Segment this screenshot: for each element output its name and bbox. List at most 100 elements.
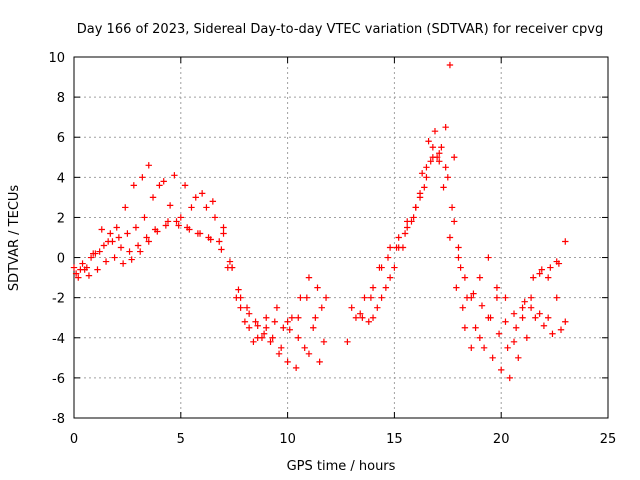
data-point xyxy=(77,266,84,273)
data-point xyxy=(448,204,456,211)
data-point xyxy=(502,318,509,325)
data-point xyxy=(141,214,148,221)
data-point xyxy=(130,182,138,189)
data-point xyxy=(427,158,434,165)
x-tick-label: 20 xyxy=(493,432,510,447)
data-point xyxy=(166,202,174,209)
data-point xyxy=(271,318,278,325)
data-point xyxy=(162,222,170,229)
y-tick-label: 0 xyxy=(57,252,65,267)
data-point xyxy=(378,264,385,271)
data-point xyxy=(111,254,118,261)
data-point xyxy=(476,334,484,341)
data-point xyxy=(115,234,123,241)
data-point xyxy=(498,366,505,374)
data-point xyxy=(438,144,445,151)
data-point xyxy=(224,264,231,271)
data-point xyxy=(154,228,161,235)
x-tick-label: 5 xyxy=(177,432,185,447)
data-point xyxy=(203,204,210,211)
data-point xyxy=(504,344,511,352)
data-point xyxy=(250,338,257,345)
series-track-1 xyxy=(70,162,330,341)
data-point xyxy=(139,174,146,181)
data-point xyxy=(233,294,240,301)
data-point xyxy=(192,194,199,201)
y-tick-label: -4 xyxy=(52,332,65,347)
data-point xyxy=(365,318,372,325)
data-point xyxy=(164,218,172,225)
data-point xyxy=(113,224,120,231)
data-point xyxy=(75,274,82,281)
data-point xyxy=(404,224,411,231)
data-point xyxy=(549,330,556,337)
data-point xyxy=(357,310,364,317)
data-point xyxy=(119,260,127,267)
data-point xyxy=(87,254,95,261)
data-point xyxy=(235,286,242,293)
data-point xyxy=(476,274,484,281)
data-point xyxy=(423,174,430,181)
data-point xyxy=(401,230,409,237)
data-point xyxy=(94,266,101,273)
data-point xyxy=(79,260,86,267)
data-point xyxy=(412,204,419,211)
data-point xyxy=(275,350,283,358)
data-point xyxy=(391,264,398,271)
data-point xyxy=(348,304,355,311)
data-point xyxy=(459,304,466,311)
data-point xyxy=(226,258,234,265)
data-point xyxy=(145,162,152,169)
x-tick-label: 0 xyxy=(70,432,78,447)
data-point xyxy=(263,314,270,321)
data-point xyxy=(519,304,526,311)
data-point xyxy=(297,294,304,301)
grid-layer xyxy=(74,57,608,418)
data-point xyxy=(267,338,274,345)
data-point xyxy=(85,272,93,279)
data-point xyxy=(181,182,189,189)
y-tick-label: -8 xyxy=(52,412,65,427)
data-point xyxy=(506,374,513,382)
data-point xyxy=(423,164,430,171)
data-point xyxy=(83,264,91,271)
data-point xyxy=(102,258,110,265)
data-point xyxy=(96,248,103,255)
data-point xyxy=(207,236,214,243)
data-point xyxy=(211,214,219,221)
data-point xyxy=(421,184,428,191)
data-point xyxy=(292,364,300,372)
data-point xyxy=(243,304,251,311)
data-point xyxy=(171,172,178,179)
data-point xyxy=(436,158,443,165)
data-point xyxy=(137,248,144,255)
data-point xyxy=(314,284,321,291)
data-point xyxy=(480,344,488,352)
data-point xyxy=(536,270,543,277)
data-point xyxy=(117,244,125,251)
data-point xyxy=(352,314,360,321)
data-point xyxy=(538,266,545,273)
data-point xyxy=(284,318,291,325)
data-point xyxy=(260,330,268,337)
data-point xyxy=(263,324,270,331)
plot-frame xyxy=(73,56,609,419)
data-point xyxy=(451,218,458,225)
data-point xyxy=(196,230,204,237)
data-point xyxy=(527,294,535,301)
data-point xyxy=(220,224,227,231)
data-point xyxy=(536,310,543,317)
x-tick-label: 25 xyxy=(600,432,617,447)
data-point xyxy=(553,258,560,265)
data-point xyxy=(399,244,407,251)
data-point xyxy=(519,314,526,321)
data-point xyxy=(493,284,501,291)
data-point xyxy=(510,338,518,345)
data-point xyxy=(485,254,492,261)
data-point xyxy=(562,318,569,325)
data-point xyxy=(122,204,129,211)
data-point xyxy=(305,350,313,358)
data-point xyxy=(442,123,449,131)
series-track-6 xyxy=(348,61,569,352)
